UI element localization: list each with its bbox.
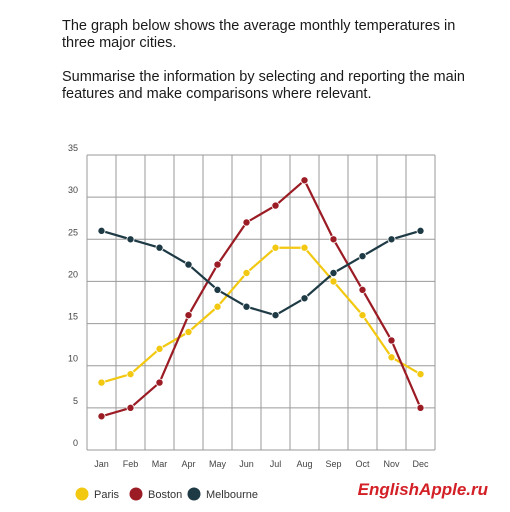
data-point-boston [329, 235, 338, 244]
data-point-paris [155, 344, 164, 353]
data-point-boston [126, 403, 135, 412]
data-point-melbourne [300, 294, 309, 303]
data-point-melbourne [184, 260, 193, 269]
data-point-paris [97, 378, 106, 387]
data-point-boston [155, 378, 164, 387]
x-tick-label: Oct [355, 459, 370, 469]
data-point-boston [358, 285, 367, 294]
data-point-boston [387, 336, 396, 345]
legend-label-boston: Boston [148, 489, 182, 501]
x-tick-label: May [209, 459, 227, 469]
legend-marker-melbourne [187, 487, 201, 501]
data-point-melbourne [416, 226, 425, 235]
brand-watermark: EnglishApple.ru [357, 480, 488, 499]
series-line-paris [101, 246, 422, 384]
x-tick-label: Jun [239, 459, 254, 469]
x-tick-label: Sep [325, 459, 341, 469]
x-tick-label: Dec [412, 459, 429, 469]
x-tick-label: Nov [383, 459, 400, 469]
data-point-paris [329, 277, 338, 286]
series-line-melbourne [101, 229, 421, 317]
data-point-paris [213, 302, 222, 311]
data-point-melbourne [358, 252, 367, 261]
data-point-melbourne [213, 285, 222, 294]
data-point-paris [416, 370, 425, 379]
x-tick-label: Jul [270, 459, 282, 469]
prompt-description: The graph below shows the average monthl… [62, 18, 456, 51]
data-point-melbourne [387, 235, 396, 244]
prompt-instruction: Summarise the information by selecting a… [62, 69, 465, 102]
chart-legend: Paris Boston Melbourne [75, 487, 258, 501]
data-point-melbourne [97, 226, 106, 235]
data-point-boston [416, 403, 425, 412]
chart-series [97, 176, 425, 421]
y-tick-label: 15 [68, 312, 78, 322]
legend-label-paris: Paris [94, 489, 120, 501]
data-point-paris [242, 268, 251, 277]
data-point-boston [271, 201, 280, 210]
x-tick-label: Aug [296, 459, 312, 469]
data-point-melbourne [271, 311, 280, 320]
data-point-paris [300, 243, 309, 252]
x-tick-label: Apr [181, 459, 195, 469]
legend-label-melbourne: Melbourne [206, 489, 258, 501]
data-point-paris [358, 311, 367, 320]
data-point-boston [184, 311, 193, 320]
data-point-paris [271, 243, 280, 252]
legend-marker-paris [75, 487, 89, 501]
data-point-boston [97, 412, 106, 421]
y-tick-label: 20 [68, 269, 78, 279]
legend-marker-boston [129, 487, 143, 501]
task-prompt: The graph below shows the average monthl… [62, 18, 482, 103]
x-tick-label: Jan [94, 459, 109, 469]
y-tick-label: 35 [68, 143, 78, 153]
data-point-boston [242, 218, 251, 227]
data-point-paris [184, 327, 193, 336]
chart-grid [86, 154, 436, 451]
data-point-boston [300, 176, 309, 185]
y-tick-label: 0 [73, 438, 78, 448]
data-point-paris [387, 353, 396, 362]
data-point-paris [126, 370, 135, 379]
data-point-melbourne [242, 302, 251, 311]
x-tick-label: Mar [152, 459, 168, 469]
series-line-boston [101, 179, 422, 418]
data-point-melbourne [126, 235, 135, 244]
x-tick-label: Feb [123, 459, 139, 469]
data-point-melbourne [155, 243, 164, 252]
data-point-melbourne [329, 268, 338, 277]
y-tick-label: 10 [68, 354, 78, 364]
y-tick-label: 5 [73, 396, 78, 406]
y-tick-label: 30 [68, 185, 78, 195]
data-point-boston [213, 260, 222, 269]
chart-axes: 0 5 10 15 20 25 30 35 Jan Feb Mar Apr May Jun Jul Aug Se… [68, 143, 429, 469]
y-tick-label: 25 [68, 227, 78, 237]
